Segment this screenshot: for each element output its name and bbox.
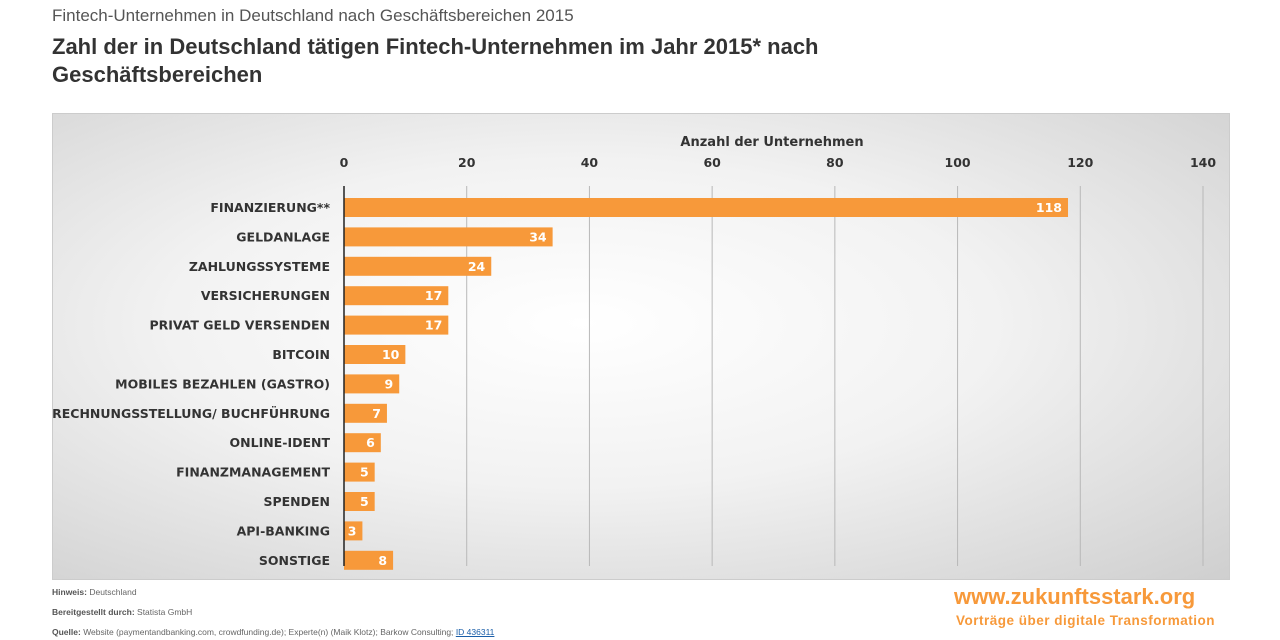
bereit-value: Statista GmbH [137,607,193,617]
bar [344,315,449,335]
category-label: FINANZMANAGEMENT [176,465,330,480]
bar [344,521,363,541]
bar [344,256,492,276]
x-tick-label: 120 [1067,155,1093,170]
category-label: ZAHLUNGSSYSTEME [189,259,330,274]
x-tick-label: 20 [458,155,476,170]
bar [344,492,375,511]
bar-value-label: 17 [425,318,442,333]
category-label: SPENDEN [263,494,330,509]
footnote-bereitgestellt: Bereitgestellt durch: Statista GmbH [52,607,192,617]
quelle-value: Website (paymentandbanking.com, crowdfun… [83,627,454,637]
bar [344,286,449,306]
statista-id-link[interactable]: ID 436311 [455,627,495,637]
bar-value-label: 6 [366,435,375,450]
x-tick-label: 80 [826,155,844,170]
x-axis-label: Anzahl der Unternehmen [680,135,863,150]
bar [344,198,1069,217]
bar [344,433,381,453]
category-label: VERSICHERUNGEN [201,288,330,303]
bar [344,403,387,423]
x-tick-label: 0 [340,155,349,170]
category-label: BITCOIN [272,347,330,362]
chart-area: Anzahl der Unternehmen 0 20 40 60 80 100 120 14… [52,113,1230,580]
x-tick-label: 100 [945,155,971,170]
category-label: FINANZIERUNG** [210,200,330,215]
category-label: GELDANLAGE [236,229,330,244]
bar [344,227,553,247]
category-label: MOBILES BEZAHLEN (GASTRO) [115,376,330,391]
hinweis-label: Hinweis: [52,587,87,597]
chart-supertitle: Fintech-Unternehmen in Deutschland nach … [52,6,574,25]
bar [344,462,375,482]
bar-value-label: 24 [468,259,486,274]
brand-tagline: Vorträge über digitale Transformation [956,613,1216,628]
bar-chart: Anzahl der Unternehmen 0 20 40 60 80 100 120 14… [52,135,1216,570]
bar [344,345,406,364]
chart-title: Zahl der in Deutschland tätigen Fintech-… [52,34,819,87]
category-label: ONLINE-IDENT [230,435,331,450]
bereit-label: Bereitgestellt durch: [52,607,135,617]
footnote-quelle: Quelle: Website (paymentandbanking.com, … [52,627,494,637]
bar-value-label: 9 [385,376,394,391]
bar-value-label: 8 [378,553,387,568]
x-tick-label: 140 [1190,155,1216,170]
x-tick-label: 60 [703,155,721,170]
quelle-label: Quelle: [52,627,81,637]
bar [344,550,394,570]
bar-value-label: 5 [360,494,369,509]
brand-url: www.zukunftsstark.org [954,584,1196,609]
bar-value-label: 34 [529,229,547,244]
hinweis-value: Deutschland [89,587,137,597]
bar-value-label: 118 [1036,200,1062,215]
category-label: RECHNUNGSSTELLUNG/ BUCHFÜHRUNG [53,406,330,421]
bar-value-label: 3 [348,523,357,538]
category-label: SONSTIGE [259,553,330,568]
bar [344,374,400,394]
footnote-hinweis: Hinweis: Deutschland [52,587,137,597]
x-tick-label: 40 [581,155,599,170]
category-label: PRIVAT GELD VERSENDEN [149,318,330,333]
bar-value-label: 17 [425,288,442,303]
bar-value-label: 10 [382,347,400,362]
bar-value-label: 5 [360,465,369,480]
category-label: API-BANKING [237,523,330,538]
bar-value-label: 7 [372,406,381,421]
